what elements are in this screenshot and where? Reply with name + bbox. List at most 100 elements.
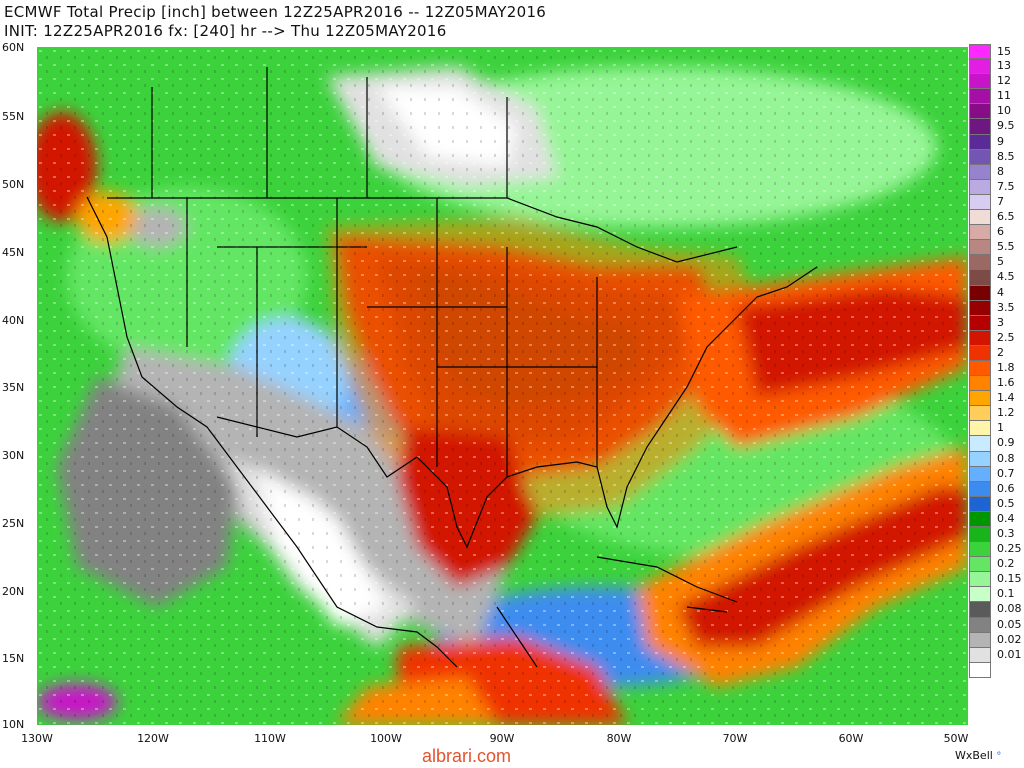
colorbar-label: 10: [997, 104, 1011, 118]
us-mexico-border: [216, 416, 418, 478]
colorbar-swatch: 4: [969, 285, 1004, 301]
lon-label: 110W: [254, 732, 286, 745]
lon-label: 60W: [838, 732, 864, 745]
colorbar-swatch: 3: [969, 315, 1004, 331]
caribbean-islands: [496, 556, 738, 668]
lat-label: 50N: [2, 178, 25, 191]
colorbar-swatch: 13: [969, 59, 1011, 75]
lat-label: 55N: [2, 110, 25, 123]
colorbar-swatch: 0.15: [969, 572, 1022, 588]
colorbar-label: 0.2: [997, 557, 1015, 571]
colorbar-swatch: 0.01: [969, 647, 1022, 663]
colorbar-swatch: 0.5: [969, 496, 1015, 512]
lon-label: 90W: [489, 732, 515, 745]
colorbar-swatch: 12: [969, 74, 1011, 90]
colorbar-label: 0.05: [997, 617, 1022, 631]
colorbar-label: 1.6: [997, 376, 1015, 390]
colorbar-swatch: 0.1: [969, 587, 1015, 603]
colorbar-label: 0.3: [997, 527, 1015, 540]
lat-label: 25N: [2, 517, 25, 530]
colorbar-label: 5: [997, 255, 1004, 269]
colorbar-swatch: 7: [969, 194, 1004, 211]
colorbar-label: 13: [997, 59, 1011, 73]
colorbar-label: 2.5: [997, 330, 1015, 344]
lon-label: 70W: [722, 732, 748, 745]
precip-map-graphic: [37, 47, 968, 725]
colorbar-label: 9: [997, 134, 1004, 148]
colorbar-swatch: 1: [969, 421, 1004, 437]
colorbar-label: 0.1: [997, 587, 1015, 601]
colorbar-label: 0.25: [997, 542, 1022, 556]
precip-colorbar: 15 13 12 11 10 9.5 9 8.5 8 7.5 7 6.5 6 5.5 5 4.5 4 3.5 3 2.…: [969, 44, 1022, 678]
wxbell-logo: WxBell °: [955, 749, 1001, 762]
colorbar-swatch: 1.6: [969, 376, 1015, 392]
colorbar-swatch: 0.8: [969, 451, 1015, 467]
colorbar-label: 6: [997, 225, 1004, 239]
colorbar-label: 4.5: [997, 270, 1015, 284]
colorbar-swatch: 7.5: [969, 179, 1015, 195]
lon-label: 80W: [606, 732, 632, 745]
colorbar-swatch: 2.5: [969, 330, 1015, 346]
colorbar-swatch: 0.2: [969, 557, 1015, 573]
precip-map: [37, 47, 968, 725]
map-title-line2: INIT: 12Z25APR2016 fx: [240] hr --> Thu …: [4, 22, 447, 40]
colorbar-swatch: 9: [969, 134, 1004, 150]
lon-label: 120W: [137, 732, 169, 745]
colorbar-swatch: 0.05: [969, 617, 1022, 633]
brand-dot-icon: °: [996, 751, 1002, 762]
lon-label: 100W: [370, 732, 402, 745]
colorbar-swatch: 5: [969, 255, 1004, 271]
colorbar-label: 0.08: [997, 602, 1022, 616]
colorbar-swatch: 1.2: [969, 406, 1015, 422]
colorbar-swatch: 0.6: [969, 481, 1015, 497]
colorbar-swatch: 4.5: [969, 270, 1015, 286]
colorbar-label: 0.15: [997, 572, 1022, 586]
brand-text: WxBell: [955, 749, 993, 762]
canada-provinces: [151, 67, 508, 198]
lat-label: 45N: [2, 246, 25, 259]
colorbar-swatch: 5.5: [969, 240, 1015, 256]
west-coastline: [86, 196, 458, 668]
colorbar-label: 8: [997, 164, 1004, 178]
east-coastline: [416, 266, 818, 549]
colorbar-label: 15: [997, 45, 1011, 58]
colorbar-label: 7: [997, 194, 1004, 208]
boundaries: [86, 67, 818, 668]
colorbar-label: 7.5: [997, 179, 1015, 193]
colorbar-label: 0.7: [997, 466, 1015, 480]
colorbar-label: 4: [997, 285, 1004, 299]
colorbar-swatch: 0.4: [969, 511, 1015, 527]
colorbar-swatch: 0.3: [969, 527, 1015, 543]
colorbar-swatch: 6: [969, 225, 1004, 241]
colorbar-label: 1.4: [997, 391, 1015, 405]
colorbar-label: 9.5: [997, 119, 1015, 133]
precip-texture: [37, 47, 968, 725]
colorbar-label: 6.5: [997, 210, 1015, 224]
colorbar-swatch: 9.5: [969, 119, 1015, 135]
colorbar-swatch: 8.5: [969, 149, 1015, 165]
colorbar-label: 3: [997, 315, 1004, 329]
lat-label: 15N: [2, 652, 25, 665]
colorbar-label: 0.8: [997, 451, 1015, 465]
colorbar-label: 0.4: [997, 511, 1015, 525]
colorbar-swatch: 8: [969, 164, 1004, 180]
colorbar-label: 0.02: [997, 632, 1022, 646]
colorbar-label: 0.6: [997, 481, 1015, 495]
colorbar-swatch: 2: [969, 345, 1004, 361]
colorbar-label: 1: [997, 421, 1004, 435]
us-state-lines: [186, 198, 598, 477]
colorbar-label: 1.8: [997, 360, 1015, 374]
colorbar-label: 12: [997, 74, 1011, 88]
colorbar-swatch: [969, 662, 991, 678]
colorbar-swatch: 10: [969, 104, 1011, 120]
lat-label: 10N: [2, 718, 25, 731]
colorbar-label: 0.01: [997, 647, 1022, 661]
watermark: albrari.com: [422, 746, 512, 766]
colorbar-label: 1.2: [997, 406, 1015, 420]
map-title-line1: ECMWF Total Precip [inch] between 12Z25A…: [4, 3, 547, 21]
colorbar-swatch: 1.8: [969, 360, 1015, 377]
colorbar-label: 8.5: [997, 149, 1015, 163]
colorbar-swatch: 0.02: [969, 632, 1022, 648]
lon-label: 130W: [21, 732, 53, 745]
colorbar-swatch: 6.5: [969, 210, 1015, 226]
